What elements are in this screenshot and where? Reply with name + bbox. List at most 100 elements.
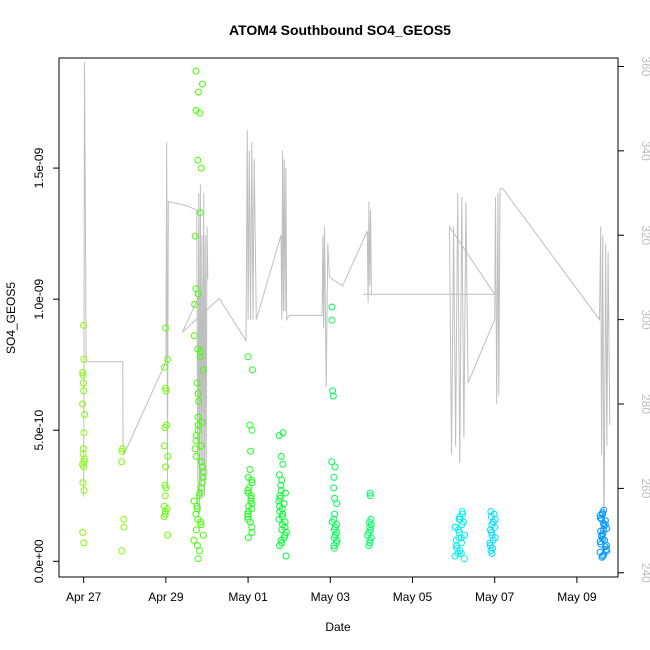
data-point — [80, 429, 88, 437]
data-point — [79, 369, 87, 376]
y2-tick-label: 340 — [639, 141, 650, 161]
data-point — [190, 497, 198, 505]
data-point — [276, 542, 283, 549]
data-point — [192, 67, 200, 75]
data-point — [161, 442, 168, 450]
y2-tick-label: 300 — [639, 310, 650, 330]
data-point — [118, 447, 126, 455]
y2-tick-label: 240 — [639, 563, 650, 583]
data-point — [331, 510, 339, 518]
data-point — [195, 88, 202, 96]
data-point — [451, 552, 459, 560]
data-point — [456, 515, 464, 523]
data-point — [80, 321, 88, 329]
y-axis-label: SO4_GEOS5 — [4, 282, 18, 354]
data-point — [603, 547, 611, 555]
data-point — [193, 379, 201, 387]
data-point — [244, 510, 252, 518]
data-point — [162, 463, 170, 471]
data-point — [281, 531, 289, 539]
x-axis-label: Date — [325, 620, 351, 634]
data-point — [281, 489, 289, 497]
y-tick-label: 1.0e-09 — [32, 278, 46, 319]
x-tick-label: Apr 29 — [148, 590, 184, 604]
data-point — [80, 487, 88, 494]
data-point — [197, 348, 204, 356]
x-tick-label: May 05 — [393, 590, 433, 604]
data-point — [330, 473, 338, 481]
data-point — [79, 371, 87, 379]
data-point — [196, 353, 204, 361]
data-point — [80, 355, 88, 363]
data-point — [162, 324, 170, 332]
data-point — [367, 492, 374, 500]
data-point — [455, 534, 463, 542]
data-point — [194, 421, 202, 429]
data-point — [118, 458, 126, 466]
data-point — [192, 437, 200, 445]
data-point — [366, 489, 374, 497]
data-point — [599, 510, 606, 518]
data-point — [118, 547, 126, 555]
data-point — [161, 492, 169, 500]
data-point — [197, 458, 205, 466]
data-point — [194, 390, 202, 397]
data-point — [279, 460, 287, 468]
data-point — [195, 397, 203, 405]
data-point — [191, 445, 199, 453]
data-point — [197, 164, 205, 172]
data-point — [282, 552, 290, 560]
data-point — [457, 549, 465, 557]
data-point — [164, 531, 172, 539]
y2-tick-label: 260 — [639, 478, 650, 498]
data-point — [192, 526, 200, 534]
y-axis-right: 240 260 280 300 320 340 360 — [618, 56, 650, 583]
data-point — [248, 479, 256, 487]
data-point — [191, 300, 199, 308]
data-point — [79, 528, 87, 536]
points-layer — [79, 67, 611, 563]
data-point — [248, 523, 256, 531]
data-point — [161, 424, 169, 432]
data-point — [331, 463, 339, 471]
data-point — [162, 384, 169, 392]
data-point — [197, 484, 205, 492]
data-point — [333, 500, 341, 508]
data-point — [198, 479, 206, 487]
data-point — [599, 552, 607, 560]
x-tick-label: Apr 27 — [66, 590, 102, 604]
plot-frame — [58, 57, 619, 578]
data-point — [276, 492, 284, 500]
data-point — [80, 379, 87, 387]
data-point — [244, 353, 252, 361]
data-point — [120, 523, 128, 531]
data-point — [277, 452, 285, 460]
data-point — [248, 528, 256, 536]
data-point — [198, 463, 206, 471]
data-point — [277, 481, 285, 489]
data-point — [197, 518, 205, 526]
data-point — [162, 387, 170, 395]
data-point — [79, 445, 87, 453]
data-point — [488, 549, 496, 557]
data-point — [190, 332, 198, 340]
data-point — [190, 536, 198, 544]
data-point — [598, 515, 606, 523]
data-point — [193, 452, 200, 460]
data-point — [328, 458, 336, 466]
data-point — [329, 392, 337, 400]
y-tick-label: 5.0e-10 — [32, 410, 46, 451]
x-axis: Apr 27 Apr 29 May 01 May 03 May 05 May 07 May … — [66, 577, 597, 604]
data-point — [365, 542, 373, 549]
data-point — [199, 531, 207, 539]
data-point — [195, 492, 203, 500]
data-point — [161, 363, 169, 371]
data-point — [80, 539, 88, 547]
data-point — [199, 80, 206, 88]
data-point — [194, 555, 202, 563]
data-point — [328, 316, 336, 324]
data-point — [164, 355, 172, 363]
data-point — [120, 515, 128, 523]
